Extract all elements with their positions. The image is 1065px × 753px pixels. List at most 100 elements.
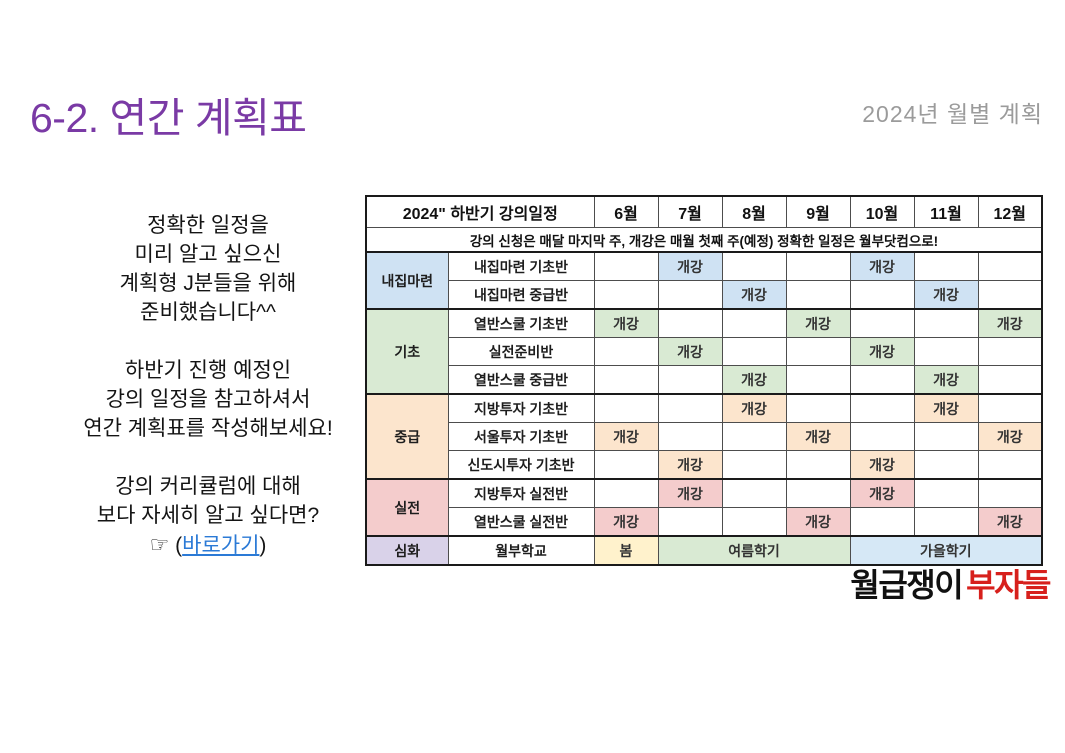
month-cell bbox=[721, 450, 787, 480]
month-cell bbox=[913, 422, 979, 451]
open-cell: 개강 bbox=[593, 308, 659, 338]
month-cell bbox=[913, 450, 979, 480]
month-cell bbox=[785, 478, 851, 508]
month-cell bbox=[849, 422, 915, 451]
course-row: 기초 열반스쿨 기초반 개강 개강 개강 bbox=[365, 308, 1043, 395]
open-cell: 개강 bbox=[785, 308, 851, 338]
open-cell: 개강 bbox=[849, 478, 915, 508]
intro-line: 준비했습니다^^ bbox=[140, 301, 276, 324]
open-cell: 개강 bbox=[849, 450, 915, 480]
month-cell bbox=[913, 308, 979, 338]
open-cell: 개강 bbox=[721, 280, 787, 310]
month-header: 6월 bbox=[593, 195, 659, 228]
term-cell: 가을학기 bbox=[849, 535, 1043, 566]
month-cell bbox=[785, 393, 851, 423]
month-cell bbox=[593, 393, 659, 423]
month-cell bbox=[721, 308, 787, 338]
term-cell: 봄 bbox=[593, 535, 659, 566]
course-cell: 지방투자 실전반 bbox=[447, 478, 595, 508]
open-cell: 개강 bbox=[657, 251, 723, 281]
term-cell: 여름학기 bbox=[657, 535, 851, 566]
month-cell bbox=[849, 308, 915, 338]
open-cell: 개강 bbox=[913, 393, 979, 423]
shortcut-link[interactable]: 바로가기 bbox=[182, 534, 260, 557]
month-cell bbox=[849, 393, 915, 423]
intro-line: 정확한 일정을 bbox=[147, 214, 269, 237]
course-cell: 월부학교 bbox=[447, 535, 595, 566]
open-cell: 개강 bbox=[593, 507, 659, 537]
month-header: 9월 bbox=[785, 195, 851, 228]
logo-red-part: 부자들 bbox=[966, 567, 1051, 603]
month-cell bbox=[785, 251, 851, 281]
month-cell bbox=[913, 478, 979, 508]
course-cell: 열반스쿨 기초반 bbox=[447, 308, 595, 338]
month-cell bbox=[721, 251, 787, 281]
month-cell bbox=[785, 365, 851, 395]
month-cell bbox=[785, 450, 851, 480]
month-cell bbox=[593, 450, 659, 480]
category-cell: 내집마련 bbox=[365, 251, 449, 310]
month-cell bbox=[913, 337, 979, 366]
open-cell: 개강 bbox=[913, 280, 979, 310]
month-cell bbox=[593, 280, 659, 310]
intro-line: 미리 알고 싶으신 bbox=[134, 243, 282, 266]
month-cell bbox=[721, 422, 787, 451]
intro-line: 계획형 J분들을 위해 bbox=[119, 272, 297, 295]
intro-paragraph-2: 하반기 진행 예정인 강의 일정을 참고하셔서 연간 계획표를 작성해보세요! bbox=[38, 356, 378, 443]
month-cell bbox=[977, 280, 1043, 310]
course-cell: 신도시투자 기초반 bbox=[447, 450, 595, 480]
month-cell bbox=[593, 365, 659, 395]
intro-line: 하반기 진행 예정인 bbox=[124, 359, 292, 382]
month-cell bbox=[977, 365, 1043, 395]
open-cell: 개강 bbox=[721, 365, 787, 395]
category-cell: 기초 bbox=[365, 308, 449, 395]
month-cell bbox=[657, 393, 723, 423]
course-row: 실전준비반 개강 개강 bbox=[366, 337, 1043, 366]
open-cell: 개강 bbox=[593, 422, 659, 451]
intro-line: 강의 일정을 참고하셔서 bbox=[105, 388, 311, 411]
course-row: 열반스쿨 실전반 개강 개강 개강 bbox=[366, 507, 1043, 537]
course-cell: 실전준비반 bbox=[447, 337, 595, 366]
month-cell bbox=[593, 251, 659, 281]
month-cell bbox=[849, 365, 915, 395]
course-row: 내집마련 내집마련 기초반 개강 개강 bbox=[365, 251, 1043, 310]
corner-label: 2024년 월별 계획 bbox=[862, 101, 1043, 127]
month-cell bbox=[593, 478, 659, 508]
schedule-title-cell: 2024" 하반기 강의일정 bbox=[365, 195, 595, 228]
schedule-table: 2024" 하반기 강의일정 6월 7월 8월 9월 10월 11월 12월 강의 신청은 … bbox=[365, 195, 1043, 566]
open-cell: 개강 bbox=[849, 337, 915, 366]
month-cell bbox=[657, 280, 723, 310]
category-cell: 중급 bbox=[365, 393, 449, 480]
intro-line: 강의 커리큘럼에 대해 bbox=[115, 475, 301, 498]
open-cell: 개강 bbox=[657, 478, 723, 508]
open-cell: 개강 bbox=[977, 308, 1043, 338]
open-cell: 개강 bbox=[657, 337, 723, 366]
schedule-grid: 2024" 하반기 강의일정 6월 7월 8월 9월 10월 11월 12월 강의 신청은 … bbox=[365, 195, 1043, 566]
month-cell bbox=[721, 337, 787, 366]
open-cell: 개강 bbox=[657, 450, 723, 480]
course-row: 열반스쿨 중급반 개강 개강 bbox=[366, 365, 1043, 395]
month-cell bbox=[785, 280, 851, 310]
logo-black-part: 월급쟁이 bbox=[850, 567, 963, 603]
month-cell bbox=[977, 478, 1043, 508]
month-header: 11월 bbox=[913, 195, 979, 228]
course-cell: 서울투자 기초반 bbox=[447, 422, 595, 451]
month-cell bbox=[657, 507, 723, 537]
month-cell bbox=[977, 450, 1043, 480]
month-cell bbox=[849, 280, 915, 310]
course-cell: 열반스쿨 중급반 bbox=[447, 365, 595, 395]
course-cell: 지방투자 기초반 bbox=[447, 393, 595, 423]
course-row: 신도시투자 기초반 개강 개강 bbox=[366, 450, 1043, 480]
open-cell: 개강 bbox=[785, 422, 851, 451]
course-cell: 내집마련 기초반 bbox=[447, 251, 595, 281]
intro-line: 보다 자세히 알고 싶다면? bbox=[96, 504, 320, 527]
schedule-notice: 강의 신청은 매달 마지막 주, 개강은 매월 첫째 주(예정) 정확한 일정은… bbox=[365, 227, 1043, 253]
schedule-header-row: 2024" 하반기 강의일정 6월 7월 8월 9월 10월 11월 12월 bbox=[365, 195, 1043, 228]
month-cell bbox=[721, 478, 787, 508]
month-cell bbox=[913, 507, 979, 537]
month-header: 8월 bbox=[721, 195, 787, 228]
course-cell: 열반스쿨 실전반 bbox=[447, 507, 595, 537]
schedule-table-body: 내집마련 내집마련 기초반 개강 개강 내집마련 중급반 개강 개강 기초 열반스쿨 기초반 개강… bbox=[365, 251, 1043, 566]
month-cell bbox=[657, 365, 723, 395]
category-cell: 심화 bbox=[365, 535, 449, 566]
